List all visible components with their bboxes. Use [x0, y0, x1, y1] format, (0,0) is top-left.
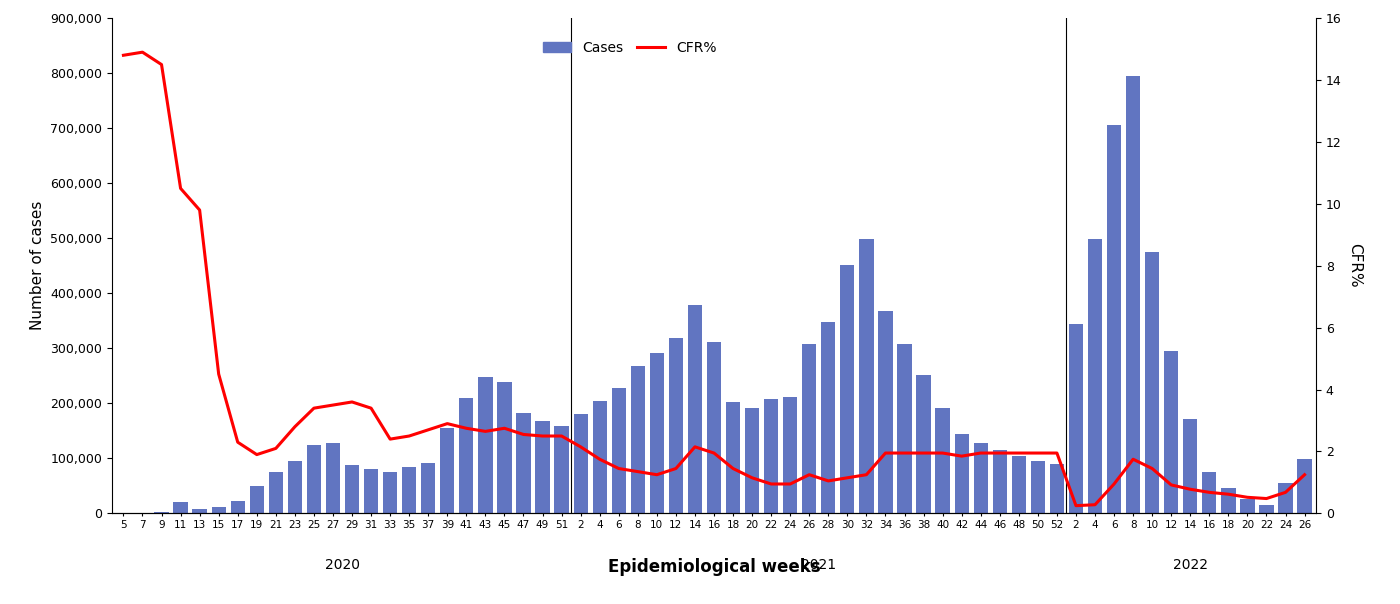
Bar: [459, 398, 473, 513]
Bar: [174, 503, 188, 513]
Bar: [1203, 472, 1217, 513]
Bar: [535, 421, 550, 513]
Bar: [288, 461, 302, 513]
Bar: [727, 402, 741, 513]
Bar: [1278, 483, 1292, 513]
Bar: [326, 443, 340, 513]
Bar: [822, 322, 836, 513]
Bar: [364, 469, 378, 513]
Bar: [1107, 126, 1121, 513]
Bar: [630, 366, 645, 513]
Bar: [421, 463, 435, 513]
Bar: [307, 445, 321, 513]
Bar: [440, 428, 455, 513]
Bar: [554, 426, 568, 513]
Bar: [384, 472, 398, 513]
Bar: [897, 344, 911, 513]
Bar: [764, 399, 778, 513]
Bar: [1126, 76, 1140, 513]
Bar: [1240, 499, 1254, 513]
Bar: [1260, 504, 1274, 513]
Bar: [687, 306, 701, 513]
Bar: [1183, 419, 1197, 513]
Bar: [574, 414, 588, 513]
Bar: [192, 509, 207, 513]
Bar: [993, 450, 1007, 513]
Bar: [154, 512, 168, 513]
Bar: [497, 382, 511, 513]
Bar: [269, 472, 283, 513]
Y-axis label: CFR%: CFR%: [1347, 243, 1362, 288]
Text: 2021: 2021: [801, 558, 836, 572]
Bar: [917, 374, 931, 513]
Bar: [860, 239, 874, 513]
Bar: [1221, 488, 1236, 513]
Y-axis label: Number of cases: Number of cases: [29, 201, 45, 330]
Bar: [1012, 455, 1026, 513]
Bar: [802, 344, 816, 513]
X-axis label: Epidemiological weeks: Epidemiological weeks: [608, 558, 820, 576]
Bar: [402, 467, 416, 513]
Text: 2020: 2020: [325, 558, 360, 572]
Legend: Cases, CFR%: Cases, CFR%: [538, 35, 722, 60]
Bar: [669, 338, 683, 513]
Bar: [592, 400, 606, 513]
Bar: [1298, 460, 1312, 513]
Bar: [973, 443, 988, 513]
Bar: [1088, 239, 1102, 513]
Bar: [745, 408, 759, 513]
Bar: [231, 501, 245, 513]
Bar: [783, 397, 798, 513]
Text: 2022: 2022: [1173, 558, 1208, 572]
Bar: [650, 353, 664, 513]
Bar: [1145, 252, 1159, 513]
Bar: [1050, 464, 1064, 513]
Bar: [612, 388, 626, 513]
Bar: [479, 377, 493, 513]
Bar: [955, 434, 969, 513]
Bar: [1030, 461, 1044, 513]
Bar: [840, 265, 854, 513]
Bar: [344, 465, 360, 513]
Bar: [211, 507, 225, 513]
Bar: [878, 311, 893, 513]
Bar: [517, 413, 531, 513]
Bar: [1068, 324, 1084, 513]
Bar: [935, 408, 949, 513]
Bar: [1163, 351, 1179, 513]
Bar: [249, 486, 265, 513]
Bar: [707, 342, 721, 513]
